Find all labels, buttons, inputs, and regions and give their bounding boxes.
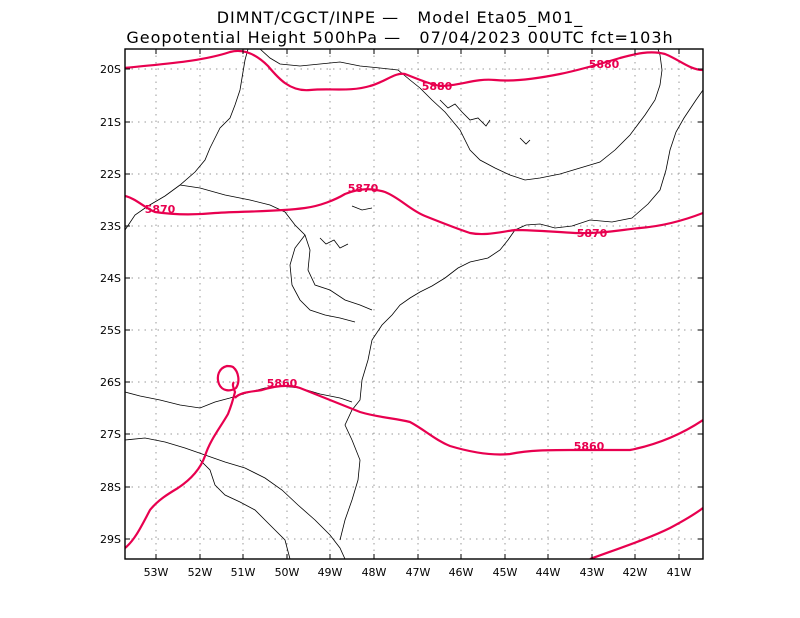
lat-tick-label: 20S	[100, 63, 121, 76]
lon-tick-label: 53W	[144, 566, 169, 579]
contour-5870	[125, 188, 703, 236]
lat-tick-label: 26S	[100, 376, 121, 389]
lon-tick-label: 47W	[406, 566, 431, 579]
lon-tick-label: 41W	[667, 566, 692, 579]
contour-5860-main	[234, 384, 703, 456]
lon-tick-label: 48W	[362, 566, 387, 579]
state-border	[125, 437, 346, 559]
lake	[319, 237, 349, 249]
map-frame	[124, 48, 704, 560]
coastline	[339, 89, 703, 541]
contour-5850-se	[589, 507, 703, 559]
state-border	[125, 49, 249, 231]
lon-tick-label: 43W	[580, 566, 605, 579]
chart-title: DIMNT/CGCT/INPE — Model Eta05_M01_	[216, 8, 584, 27]
state-border	[179, 184, 373, 311]
lat-tick-label: 24S	[100, 272, 121, 285]
lon-tick-label: 45W	[493, 566, 518, 579]
coastlines-borders	[125, 49, 703, 559]
contour-label: 5880	[422, 80, 453, 93]
lat-tick-label: 27S	[100, 428, 121, 441]
lat-tick-label: 28S	[100, 481, 121, 494]
chart-subtitle: Geopotential Height 500hPa — 07/04/2023 …	[126, 28, 674, 47]
country-border	[199, 459, 291, 559]
state-border	[419, 49, 663, 181]
lon-tick-label: 49W	[318, 566, 343, 579]
contour-label: 5860	[574, 440, 605, 453]
lake	[519, 137, 531, 145]
contour-label: 5870	[145, 203, 176, 216]
contour-label: 5870	[348, 182, 379, 195]
lon-tick-label: 50W	[275, 566, 300, 579]
geopotential-contours	[125, 49, 703, 559]
lon-tick-label: 44W	[536, 566, 561, 579]
lon-tick-label: 51W	[231, 566, 256, 579]
lat-tick-label: 21S	[100, 116, 121, 129]
lon-tick-label: 42W	[623, 566, 648, 579]
state-border	[289, 234, 356, 323]
contour-5860-west	[125, 381, 237, 549]
state-border	[125, 385, 353, 409]
contour-labels: 5880 5880 5870 5870 5870 5860 5860	[145, 58, 620, 453]
lat-tick-label: 23S	[100, 220, 121, 233]
lat-tick-label: 25S	[100, 324, 121, 337]
contour-5880	[125, 49, 703, 92]
contour-closed-low	[216, 364, 240, 392]
graticule-grid	[125, 49, 703, 559]
lake	[439, 99, 491, 127]
lon-tick-label: 46W	[449, 566, 474, 579]
contour-label: 5860	[267, 377, 298, 390]
lake	[351, 205, 373, 211]
lat-tick-label: 29S	[100, 533, 121, 546]
lat-tick-label: 22S	[100, 168, 121, 181]
axes: 20S 21S 22S 23S 24S 25S 26S 27S 28S 29S 53W 52W 51W 5…	[100, 49, 703, 579]
contour-label: 5870	[577, 227, 608, 240]
lon-tick-label: 52W	[188, 566, 213, 579]
contour-label: 5880	[589, 58, 620, 71]
